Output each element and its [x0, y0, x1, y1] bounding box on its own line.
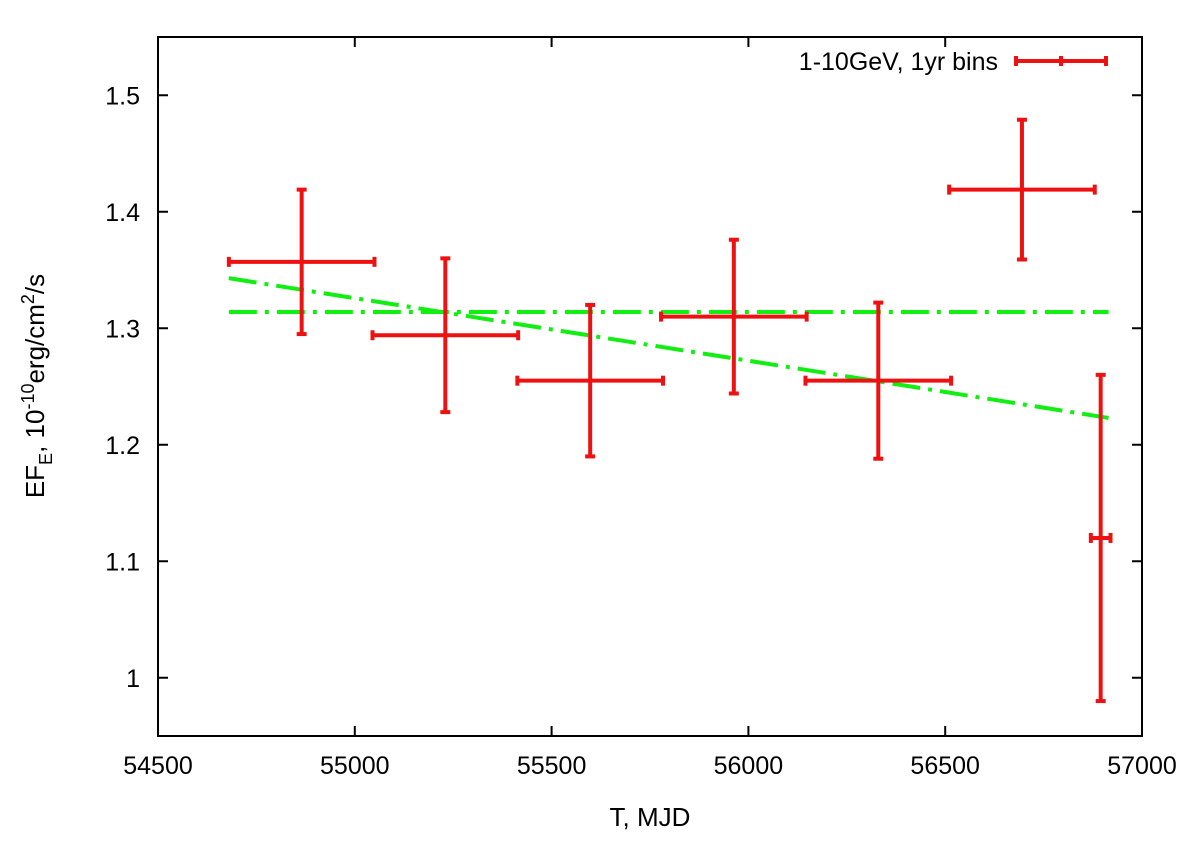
x-tick-label: 55500: [517, 752, 587, 780]
axis-ticks: [157, 37, 1143, 736]
legend-label: 1-10GeV, 1yr bins: [799, 48, 998, 76]
fit-lines: [228, 276, 1109, 420]
axis-tick-labels: 54500 55000 55500 56000 56500 57000 1 1.1 1.2 1.3…: [105, 82, 1177, 780]
y-tick-label: 1.5: [105, 82, 140, 110]
y-tick-label: 1.2: [105, 432, 140, 460]
y-tick-label: 1.1: [105, 548, 140, 576]
data-point-7: [1088, 372, 1113, 704]
fit-line-2: [228, 276, 1109, 420]
data-point-1: [226, 187, 377, 337]
data-point-3: [515, 302, 665, 459]
data-point-6: [947, 117, 1097, 262]
plot-frame: [157, 36, 1143, 737]
x-tick-label: 56500: [910, 752, 980, 780]
x-tick-label: 54500: [123, 752, 193, 780]
y-axis-label: EFE, 10-10erg/cm2/s: [18, 274, 56, 498]
data-point-4: [659, 237, 809, 396]
y-tick-label: 1.3: [105, 315, 140, 343]
x-tick-label: 55000: [320, 752, 390, 780]
data-point-2: [370, 256, 521, 415]
y-tick-label: 1: [126, 665, 140, 693]
data-points: [226, 117, 1113, 704]
legend-swatch: [1014, 56, 1108, 66]
y-tick-label: 1.4: [105, 199, 140, 227]
legend: 1-10GeV, 1yr bins: [799, 48, 1108, 76]
data-point-5: [803, 300, 954, 461]
x-axis-label: T, MJD: [610, 802, 691, 832]
x-tick-label: 56000: [714, 752, 784, 780]
x-tick-label: 57000: [1107, 752, 1177, 780]
